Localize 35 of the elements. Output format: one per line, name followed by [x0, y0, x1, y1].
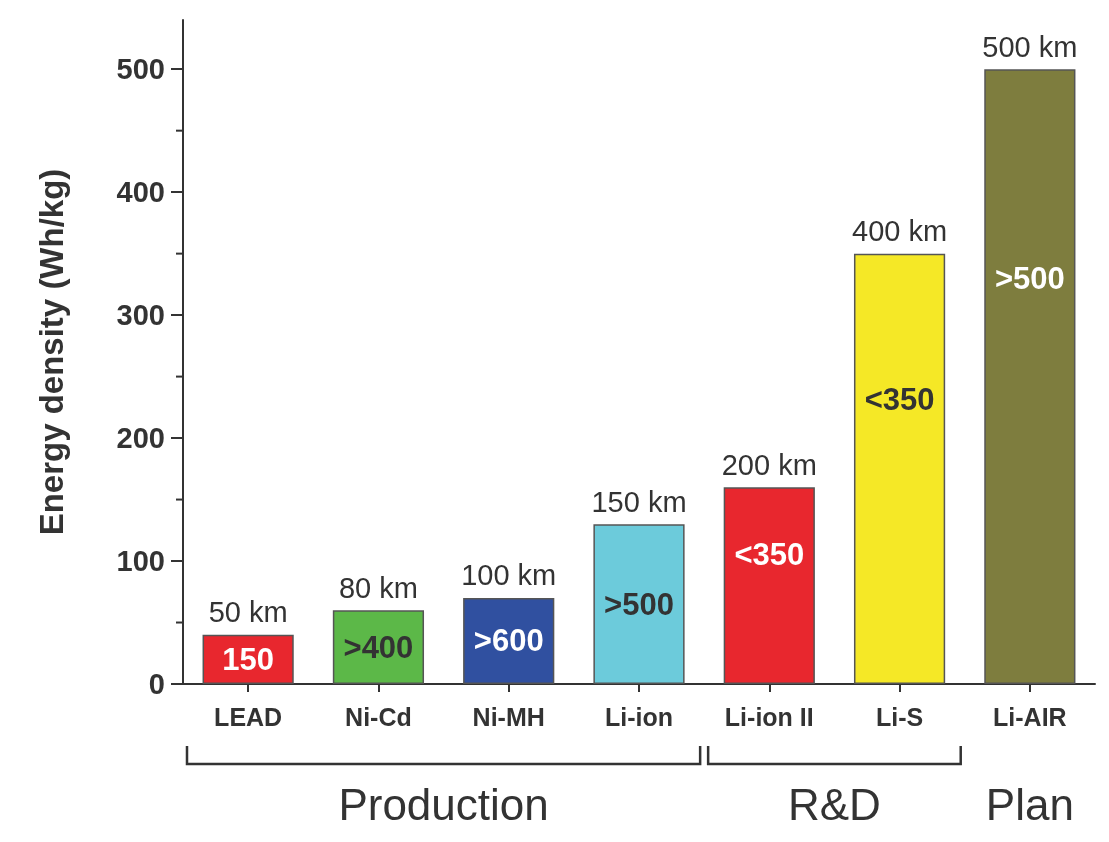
annotation: 150 km — [591, 485, 687, 518]
x-tick-label: LEAD — [214, 702, 283, 731]
x-tick-label: Li-AIR — [993, 702, 1067, 731]
y-tick-label: 0 — [148, 668, 165, 700]
annotation: 100 km — [461, 559, 557, 592]
y-tick-label: 500 — [116, 53, 165, 86]
y-tick-label: 300 — [116, 299, 165, 332]
annotation: 50 km — [208, 596, 288, 629]
bar — [853, 253, 946, 684]
x-tick-label: Li-ion — [604, 702, 674, 731]
annotation: 150 — [222, 641, 275, 677]
x-tick-label: Li-ion II — [724, 702, 814, 731]
text: R&D — [787, 779, 881, 829]
annotation: >600 — [473, 623, 544, 659]
x-tick-label: Ni-MH — [472, 702, 545, 731]
y-axis-title: Energy density (Wh/kg) — [33, 168, 70, 536]
annotation: <350 — [864, 382, 935, 418]
bar — [593, 524, 685, 684]
text: Production — [338, 779, 549, 829]
annotation: 200 km — [721, 448, 817, 481]
y-tick-label: 100 — [116, 545, 165, 578]
annotation: 500 km — [982, 30, 1078, 63]
x-tick-label: Li-S — [875, 702, 924, 731]
y-tick-label: 200 — [116, 422, 165, 455]
annotation: 400 km — [852, 215, 948, 248]
annotation: >500 — [604, 586, 674, 622]
bar — [984, 69, 1076, 684]
text: Plan — [985, 779, 1074, 829]
annotation: >400 — [343, 629, 414, 665]
bar — [723, 487, 815, 684]
x-tick-label: Ni-Cd — [345, 702, 412, 731]
y-tick-label: 400 — [116, 176, 165, 209]
annotation: <350 — [734, 536, 805, 572]
annotation: >500 — [994, 260, 1065, 296]
annotation: 80 km — [338, 571, 418, 604]
